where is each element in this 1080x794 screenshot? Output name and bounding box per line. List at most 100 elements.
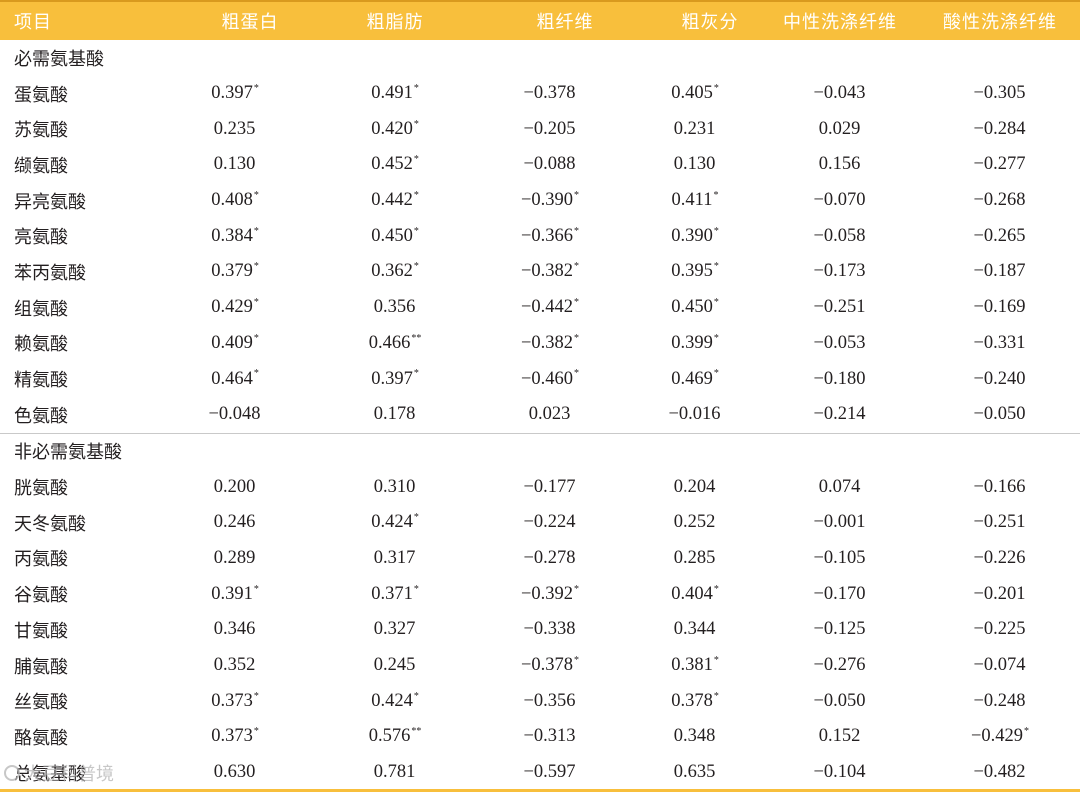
significance-mark: * [574,654,580,666]
coefficient-value: −0.201 [973,583,1026,604]
watermark: 大豆科普境 [4,760,114,786]
coefficient-value: −0.058 [813,225,866,246]
value-cell: 0.397* [150,83,320,104]
coefficient-value: −0.338 [523,619,576,640]
value-cell: −0.187 [920,261,1080,282]
significance-mark: * [713,368,719,380]
significance-mark: * [413,368,419,380]
value-cell: 0.391* [150,584,320,605]
coefficient-value: 0.409 [211,332,253,353]
significance-mark: * [574,583,580,595]
significance-mark: * [713,297,719,308]
coefficient-value: 0.200 [213,476,256,497]
table-row: 丙氨酸 0.289 0.317 −0.278 0.285 −0.105 −0.226 [0,541,1080,577]
coefficient-value: 0.429 [211,297,253,318]
table-row: 酪氨酸 0.373* 0.576** −0.313 0.348 0.152 −0.429* [0,719,1080,755]
value-cell: 0.429* [150,297,320,318]
coefficient-value: 0.074 [818,476,861,497]
coefficient-value: −0.390 [520,190,574,211]
value-cell: 0.289 [150,548,320,569]
significance-mark: * [574,368,580,380]
coefficient-value: 0.397 [371,368,413,389]
table-row: 苯丙氨酸 0.379* 0.362* −0.382* 0.395* −0.173 −0.18… [0,254,1080,290]
coefficient-value: −0.382 [520,261,574,282]
coefficient-value: 0.356 [373,297,416,318]
coefficient-value: −0.482 [973,762,1026,783]
coefficient-value: 0.373 [211,726,253,747]
coefficient-value: 0.466 [368,332,411,353]
coefficient-value: 0.397 [211,83,253,104]
coefficient-value: −0.125 [813,619,866,640]
coefficient-value: −0.278 [523,547,576,568]
significance-mark: * [713,583,719,595]
section-row: 必需氨基酸 [0,40,1080,76]
coefficient-value: 0.381 [671,655,713,676]
value-cell: −0.201 [920,584,1080,605]
value-cell: 0.630 [150,762,320,783]
coefficient-value: 0.130 [213,154,256,175]
coefficient-value: −0.276 [813,655,866,676]
row-label: 酪氨酸 [14,727,68,749]
table-row: 亮氨酸 0.384* 0.450* −0.366* 0.390* −0.058 −0.265 [0,218,1080,254]
coefficient-value: −0.187 [973,261,1026,282]
value-cell: −0.382* [470,333,630,354]
value-cell: 0.409* [150,333,320,354]
header-cell: 粗灰分 [681,12,739,33]
value-cell: −0.251 [920,512,1080,533]
value-cell: −0.597 [470,762,630,783]
significance-mark: * [413,512,419,524]
coefficient-value: 0.424 [371,512,413,533]
coefficient-value: 0.630 [213,762,256,783]
significance-mark: * [253,690,259,702]
coefficient-value: 0.352 [213,655,256,676]
coefficient-value: 0.344 [673,619,716,640]
row-label: 亮氨酸 [14,227,68,249]
coefficient-value: −0.251 [813,297,866,318]
value-cell: −0.166 [920,477,1080,498]
value-cell: 0.356 [320,297,470,318]
coefficient-value: −0.442 [520,297,574,318]
significance-mark: * [574,261,580,273]
coefficient-value: −0.331 [973,332,1026,353]
value-cell: −0.105 [760,548,920,569]
value-cell: −0.390* [470,190,630,211]
coefficient-value: 0.156 [818,154,861,175]
coefficient-value: 0.378 [671,690,713,711]
coefficient-value: −0.104 [813,762,866,783]
value-cell: −0.277 [920,154,1080,175]
value-cell: 0.466** [320,333,470,354]
value-cell: 0.252 [630,512,760,533]
value-cell: 0.781 [320,762,470,783]
value-cell: 0.379* [150,261,320,282]
row-label: 脯氨酸 [14,656,68,678]
row-label: 丙氨酸 [14,549,68,571]
value-cell: −0.278 [470,548,630,569]
value-cell: 0.327 [320,619,470,640]
coefficient-value: −0.366 [520,225,574,246]
coefficient-value: −0.048 [208,404,261,425]
coefficient-value: 0.178 [373,404,416,425]
value-cell: −0.053 [760,333,920,354]
coefficient-value: 0.452 [371,154,413,175]
value-cell: 0.381* [630,655,760,676]
coefficient-value: −0.166 [973,476,1026,497]
coefficient-value: −0.313 [523,726,576,747]
significance-mark: * [713,82,719,94]
coefficient-value: 0.130 [673,154,716,175]
coefficient-value: −0.043 [813,83,866,104]
table-row: 异亮氨酸 0.408* 0.442* −0.390* 0.411* −0.070 −0.26… [0,183,1080,219]
coefficient-value: 0.491 [371,83,413,104]
significance-mark: * [713,225,719,237]
coefficient-value: 0.399 [671,332,713,353]
value-cell: −0.382* [470,261,630,282]
value-cell: 0.348 [630,726,760,747]
significance-mark: * [253,225,259,237]
row-label: 精氨酸 [14,370,68,392]
value-cell: 0.390* [630,226,760,247]
coefficient-value: −0.378 [520,655,574,676]
table-body: 必需氨基酸 蛋氨酸 0.397* 0.491* −0.378 0.405* −0.043 −0… [0,40,1080,790]
value-cell: 0.074 [760,477,920,498]
value-cell: −0.050 [760,691,920,712]
table-row: 总氨基酸 0.630 0.781 −0.597 0.635 −0.104 −0.482 [0,755,1080,791]
